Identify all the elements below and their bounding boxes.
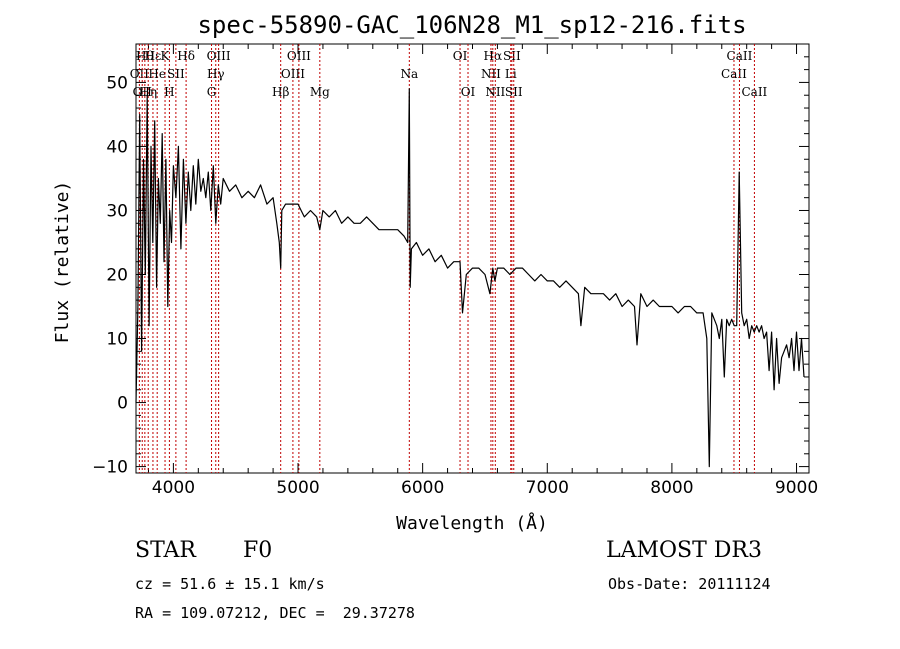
spectral-line-label: K — [161, 49, 171, 63]
x-axis-label: Wavelength (Å) — [396, 512, 548, 534]
spectral-line-label: H — [164, 85, 174, 99]
coordinates-text: RA = 109.07212, DEC = 29.37278 — [135, 604, 415, 622]
obs-date-text: Obs-Date: 20111124 — [608, 575, 771, 593]
spectral-line-label: Mg — [310, 85, 330, 99]
x-tick-label: 7000 — [526, 478, 569, 498]
survey-name: LAMOST DR3 — [606, 538, 762, 563]
spectral-line-label: SII — [503, 49, 521, 63]
spectral-line-label: OII — [130, 67, 150, 81]
spectral-line-label: NII — [485, 85, 505, 99]
spectral-line-label: OI — [461, 85, 476, 99]
spectral-line-label: CaII — [727, 49, 753, 63]
y-tick-label: 10 — [106, 330, 128, 350]
x-tick-label: 6000 — [401, 478, 444, 498]
spectral-line-label: Hε — [145, 49, 162, 63]
y-tick-label: 0 — [117, 394, 128, 414]
spectral-line-label: G — [207, 85, 217, 99]
spectral-line-label: SII — [505, 85, 523, 99]
spectral-line-label: OIII — [281, 67, 305, 81]
spectral-line-label: SII — [167, 67, 185, 81]
y-tick-label: 30 — [106, 201, 128, 221]
spectral-line-label: Hα — [484, 49, 503, 63]
spectral-line-label: Na — [400, 67, 418, 81]
spectral-line-label: Hγ — [207, 67, 225, 81]
y-axis-label: Flux (relative) — [52, 181, 73, 344]
redshift-text: cz = 51.6 ± 15.1 km/s — [135, 575, 325, 593]
spectral-line-label: CaII — [741, 85, 767, 99]
spectral-line-label: OIII — [287, 49, 311, 63]
spectral-line-label: NII — [481, 67, 501, 81]
spectral-line-label: OIII — [207, 49, 231, 63]
spectral-line-label: Hθ — [136, 49, 154, 63]
x-tick-label: 5000 — [276, 478, 319, 498]
spectral-line-label: CaII — [721, 67, 747, 81]
x-tick-label: 8000 — [650, 478, 693, 498]
spectral-line-label: He — [148, 67, 166, 81]
spectral-line-label: Hη — [139, 85, 157, 99]
spectral-line-label: Hβ — [272, 85, 289, 99]
object-subclass: F0 — [243, 538, 273, 563]
spectrum-line — [135, 88, 805, 468]
spectral-line-label: OI — [453, 49, 468, 63]
chart-title: spec-55890-GAC_106N28_M1_sp12-216.fits — [197, 11, 746, 39]
x-tick-label: 4000 — [152, 478, 195, 498]
y-tick-label: 50 — [106, 73, 128, 93]
object-class: STAR — [135, 538, 196, 563]
spectral-line-label: Hδ — [177, 49, 195, 63]
y-tick-label: 40 — [106, 137, 128, 157]
y-tick-label: 20 — [106, 266, 128, 286]
spectral-line-label: Li — [505, 67, 517, 81]
y-tick-label: −10 — [92, 458, 128, 478]
x-tick-label: 9000 — [775, 478, 818, 498]
